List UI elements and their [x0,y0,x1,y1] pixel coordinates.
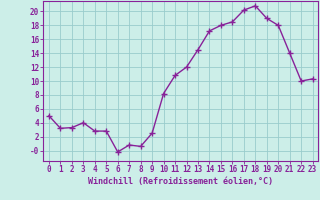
X-axis label: Windchill (Refroidissement éolien,°C): Windchill (Refroidissement éolien,°C) [88,177,273,186]
